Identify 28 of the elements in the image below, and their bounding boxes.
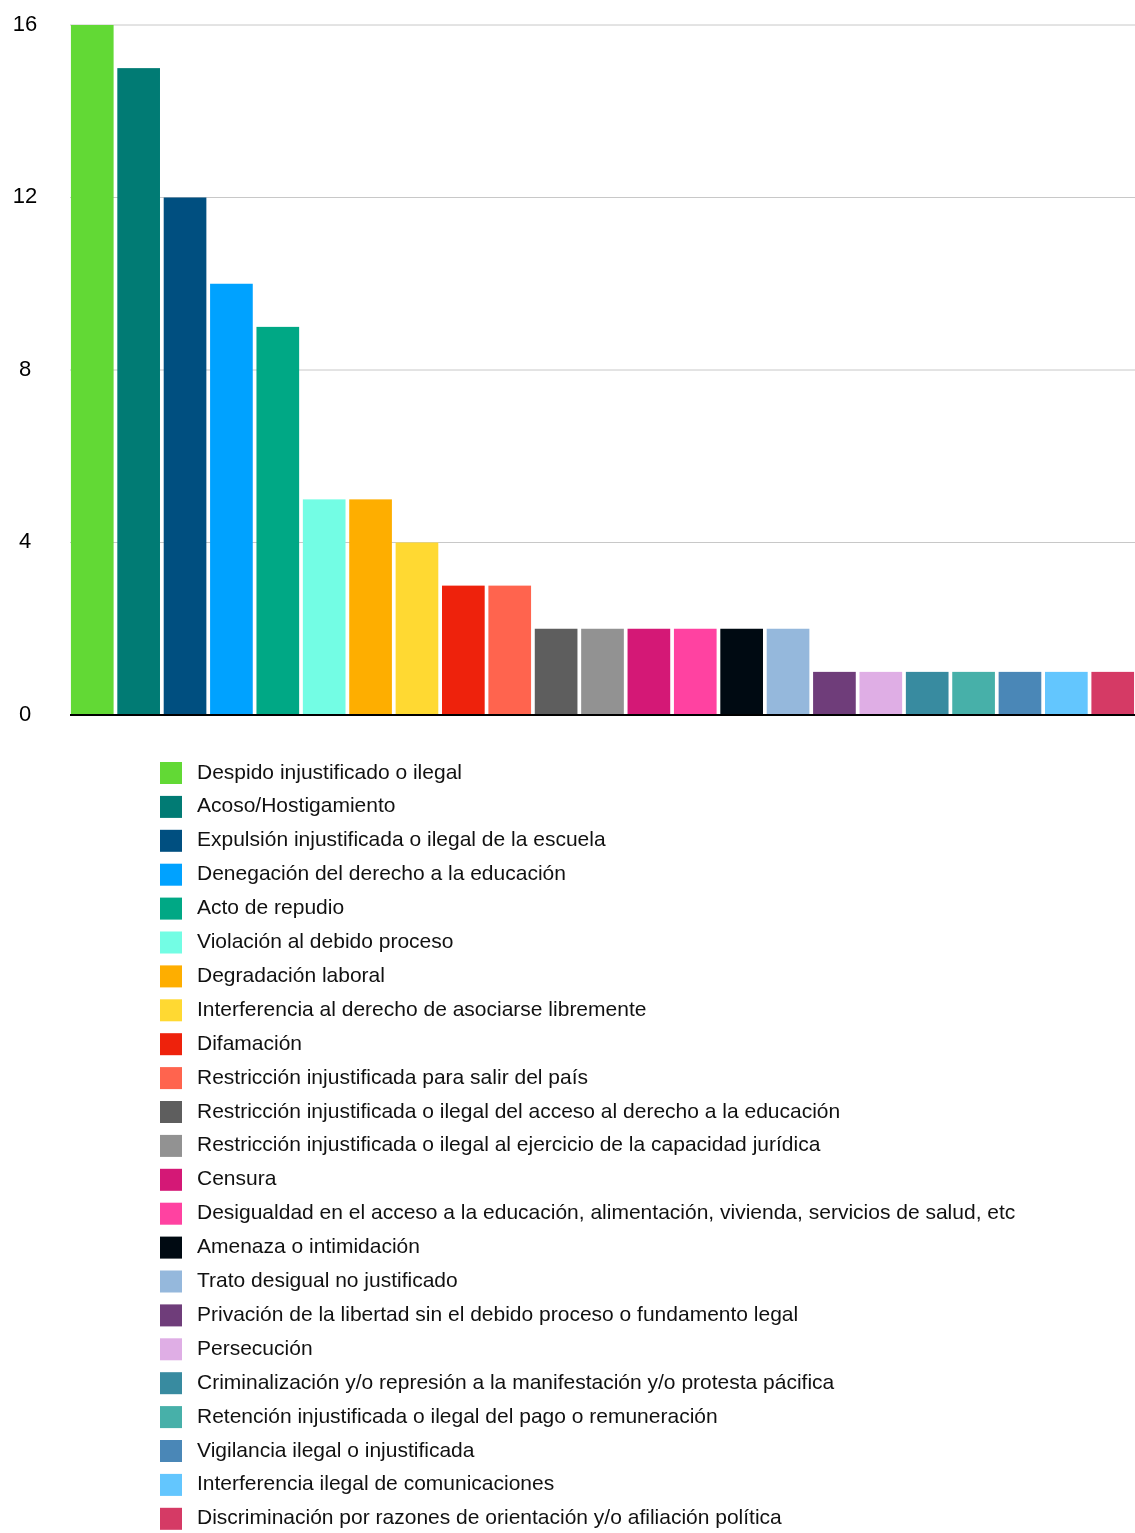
y-tick-label: 4 — [18, 528, 32, 554]
legend-label: Discriminación por razones de orientación y/o afiliación política — [197, 1505, 783, 1529]
legend-label: Violación al debido proceso — [197, 929, 454, 953]
legend-label: Interferencia ilegal de comunicaciones — [197, 1471, 555, 1495]
y-tick-label: 8 — [18, 355, 32, 381]
legend-label: Restricción injustificada o ilegal al ejercicio de la capacidad jurídica — [197, 1132, 821, 1156]
legend-label: Vigilancia ilegal o injustificada — [197, 1437, 475, 1461]
legend-label: Difamación — [197, 1030, 303, 1054]
legend-label: Denegación del derecho a la educación — [197, 861, 566, 885]
y-tick-label: 16 — [12, 10, 38, 36]
legend-label: Privación de la libertad sin el debido proceso o fundamento legal — [197, 1301, 799, 1325]
legend-label: Acto de repudio — [197, 895, 345, 919]
legend-label: Interferencia al derecho de asociarse libremente — [197, 996, 647, 1020]
legend-label: Amenaza o intimidación — [197, 1234, 420, 1258]
legend-label: Acoso/Hostigamiento — [197, 793, 396, 817]
y-tick-label: 0 — [18, 700, 32, 726]
legend-label: Despido injustificado o ilegal — [197, 759, 462, 783]
legend-label: Restricción injustificada para salir del país — [197, 1064, 589, 1088]
legend-label: Restricción injustificada o ilegal del acceso al derecho a la educación — [197, 1098, 841, 1122]
y-tick-label: 12 — [12, 183, 38, 209]
legend-label: Criminalización y/o represión a la manifestación y/o protesta pácifica — [197, 1369, 835, 1393]
legend-label: Desigualdad en el acceso a la educación, alimentación, vivienda, servicios de salud, etc — [197, 1200, 1016, 1224]
legend-label: Censura — [197, 1166, 277, 1190]
legend-label: Persecución — [197, 1335, 313, 1359]
legend-label: Trato desigual no justificado — [197, 1268, 458, 1292]
legend-label: Expulsión injustificada o ilegal de la escuela — [197, 827, 606, 851]
legend-label: Retención injustificada o ilegal del pago o remuneración — [197, 1403, 718, 1427]
legend-label: Degradación laboral — [197, 962, 385, 986]
